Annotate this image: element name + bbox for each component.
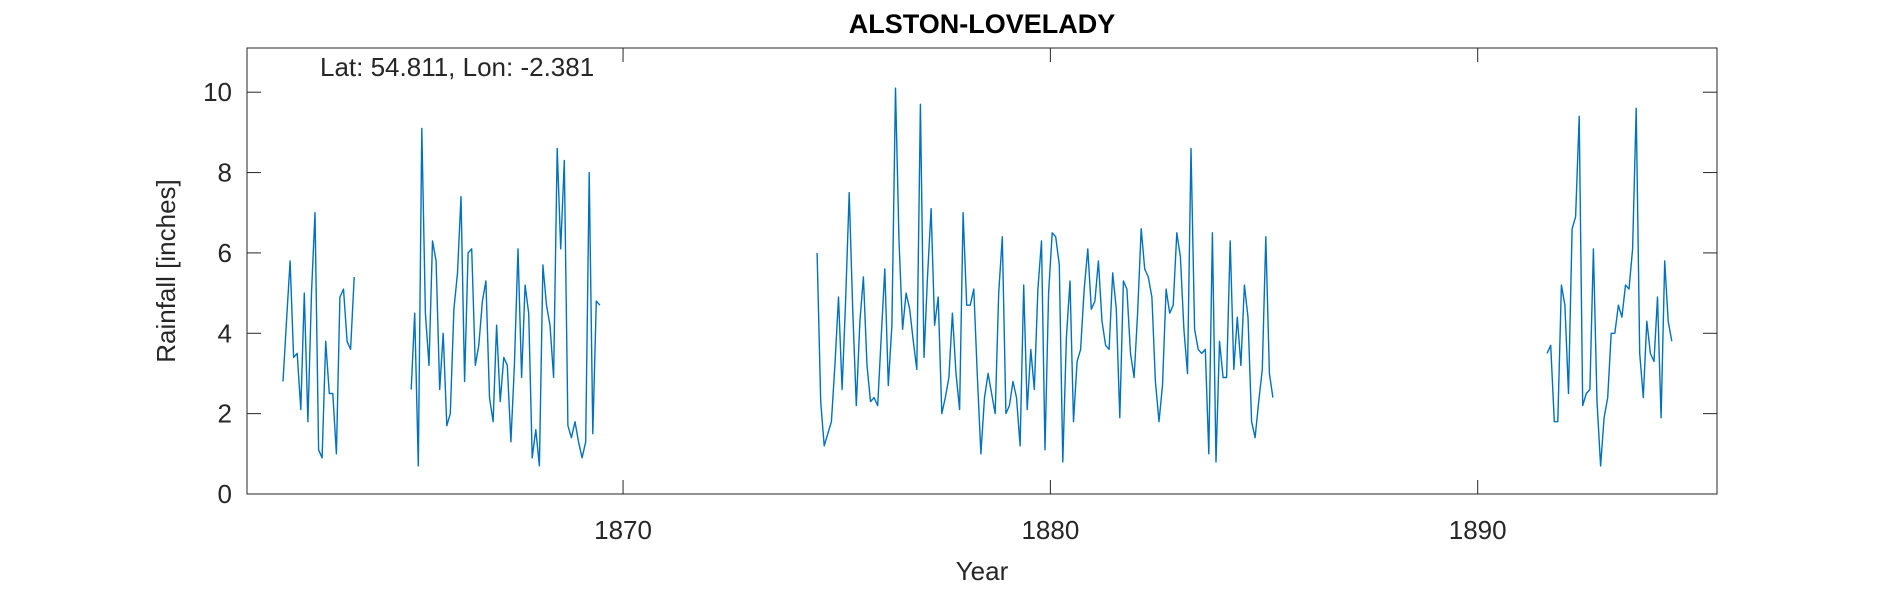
x-tick-label: 1890 xyxy=(1449,515,1507,545)
y-tick-label: 4 xyxy=(218,318,232,348)
y-tick-label: 10 xyxy=(203,77,232,107)
rainfall-series-line xyxy=(816,87,1274,463)
rainfall-series-line xyxy=(282,211,355,459)
y-tick-label: 6 xyxy=(218,238,232,268)
y-axis: 0 2 4 6 8 10 xyxy=(203,77,1717,509)
x-axis-label: Year xyxy=(956,556,1009,586)
rainfall-series-line xyxy=(1546,107,1673,467)
rainfall-series-line xyxy=(410,127,601,467)
y-tick-label: 8 xyxy=(218,158,232,188)
station-coordinates: Lat: 54.811, Lon: -2.381 xyxy=(320,52,594,82)
y-axis-label: Rainfall [inches] xyxy=(151,179,181,363)
x-axis: 1870 1880 1890 xyxy=(594,48,1507,545)
y-tick-label: 2 xyxy=(218,399,232,429)
x-tick-label: 1870 xyxy=(594,515,652,545)
series-layer xyxy=(282,87,1673,467)
plot-area xyxy=(246,47,1718,495)
y-tick-label: 0 xyxy=(218,479,232,509)
x-tick-label: 1880 xyxy=(1021,515,1079,545)
chart-title: ALSTON-LOVELADY xyxy=(849,9,1116,39)
